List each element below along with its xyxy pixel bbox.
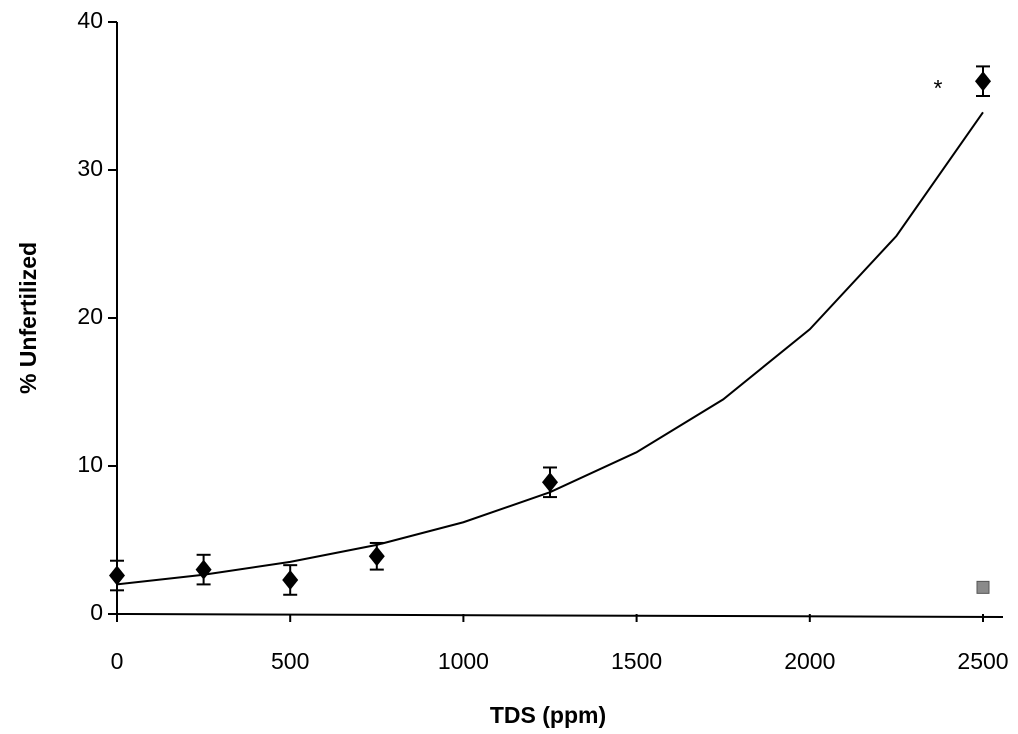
y-tick-label: 30 — [77, 155, 103, 181]
data-point — [109, 565, 125, 586]
x-tick-label: 2500 — [957, 648, 1008, 674]
data-point — [368, 546, 385, 567]
x-tick-label: 2000 — [784, 648, 835, 674]
y-axis-title: % Unfertilized — [15, 242, 41, 394]
y-tick-label: 40 — [77, 7, 103, 33]
x-tick-label: 1500 — [611, 648, 662, 674]
x-tick-label: 500 — [271, 648, 309, 674]
data-point — [976, 580, 990, 594]
data-point — [975, 71, 991, 92]
data-point — [282, 569, 299, 590]
y-tick-label: 10 — [77, 451, 103, 477]
y-tick-label: 0 — [90, 599, 103, 625]
annotation: * — [934, 75, 943, 101]
x-axis — [116, 613, 1004, 618]
data-point — [542, 472, 558, 493]
y-tick-label: 20 — [77, 303, 103, 329]
x-tick-label: 0 — [111, 648, 124, 674]
x-tick-label: 1000 — [438, 648, 489, 674]
fit-curve — [116, 111, 984, 586]
x-axis-title: TDS (ppm) — [490, 702, 606, 728]
data-point — [195, 559, 212, 580]
